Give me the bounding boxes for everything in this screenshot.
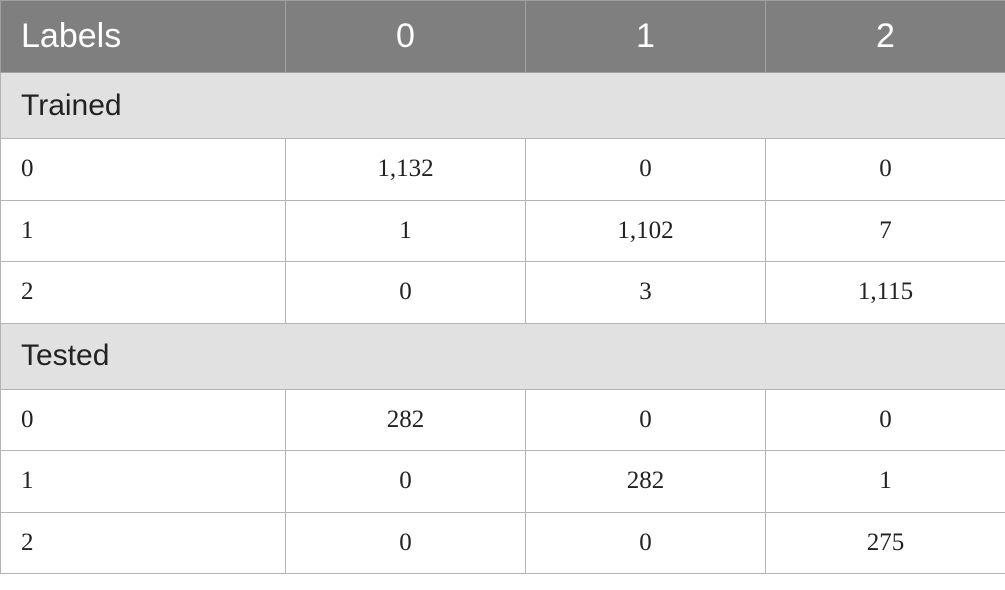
row-label: 1: [0, 450, 286, 513]
value-cell: 275: [765, 511, 1005, 574]
data-row: 1 1 1,102 7: [0, 199, 1005, 262]
row-label: 2: [0, 261, 286, 324]
value-cell: 282: [285, 388, 526, 451]
value-cell: 0: [285, 261, 526, 324]
header-cell: 2: [765, 0, 1005, 73]
value-cell: 1,102: [525, 199, 766, 262]
header-cell: 1: [525, 0, 766, 73]
value-cell: 1: [765, 450, 1005, 513]
section-row: Trained: [0, 72, 1005, 139]
header-cell: 0: [285, 0, 526, 73]
value-cell: 282: [525, 450, 766, 513]
header-cell: Labels: [0, 0, 286, 73]
confusion-table: Labels 0 1 2 Trained 0 1,132 0 0 1 1 1,102 7 2 0 3 1,115…: [0, 0, 1005, 574]
row-label: 2: [0, 511, 286, 574]
value-cell: 7: [765, 199, 1005, 262]
section-title: Tested: [0, 322, 1005, 390]
value-cell: 0: [285, 450, 526, 513]
row-label: 1: [0, 199, 286, 262]
row-label: 0: [0, 388, 286, 451]
data-row: 2 0 3 1,115: [0, 261, 1005, 324]
value-cell: 0: [525, 388, 766, 451]
value-cell: 1: [285, 199, 526, 262]
section-title: Trained: [0, 72, 1005, 139]
value-cell: 0: [765, 388, 1005, 451]
value-cell: 1,132: [285, 138, 526, 201]
section-row: Tested: [0, 322, 1005, 390]
data-row: 2 0 0 275: [0, 511, 1005, 574]
data-row: 0 1,132 0 0: [0, 138, 1005, 201]
row-label: 0: [0, 138, 286, 201]
header-row: Labels 0 1 2: [0, 0, 1005, 73]
value-cell: 0: [525, 138, 766, 201]
value-cell: 0: [765, 138, 1005, 201]
value-cell: 3: [525, 261, 766, 324]
value-cell: 0: [525, 511, 766, 574]
value-cell: 0: [285, 511, 526, 574]
data-row: 0 282 0 0: [0, 388, 1005, 451]
value-cell: 1,115: [765, 261, 1005, 324]
data-row: 1 0 282 1: [0, 450, 1005, 513]
